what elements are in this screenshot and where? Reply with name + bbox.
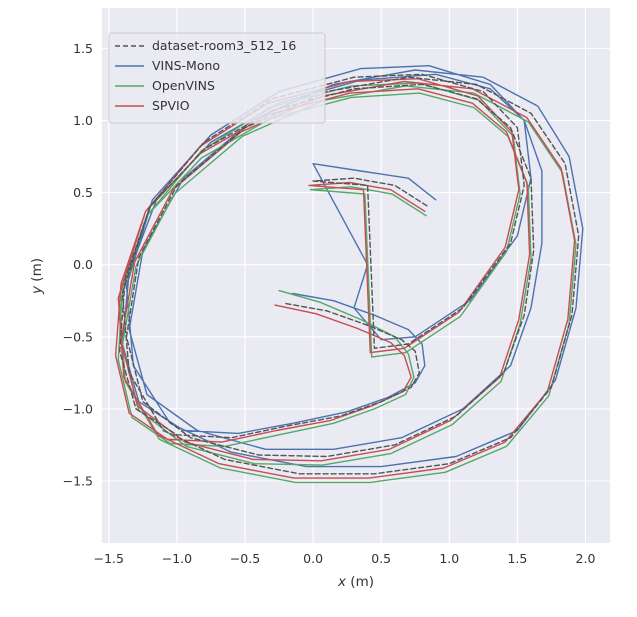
- y-tick-label: 0.5: [73, 185, 93, 200]
- y-tick-label: 1.5: [73, 41, 93, 56]
- x-tick-label: 1.5: [507, 551, 527, 566]
- x-tick-label: −1.0: [162, 551, 192, 566]
- x-tick-label: 2.0: [576, 551, 596, 566]
- x-axis-label: x (m): [337, 574, 374, 590]
- x-tick-label: −1.5: [94, 551, 124, 566]
- legend-label-spvio: SPVIO: [152, 98, 190, 113]
- y-tick-label: 0.0: [73, 257, 93, 272]
- y-tick-label: −1.5: [63, 473, 93, 488]
- legend: dataset-room3_512_16 VINS-Mono OpenVINS …: [108, 32, 326, 124]
- series-lines: [114, 64, 584, 484]
- series-line-spvio: [114, 77, 576, 479]
- legend-label-groundtruth: dataset-room3_512_16: [152, 38, 296, 53]
- x-tick-label: 0.5: [371, 551, 391, 566]
- legend-label-openvins: OpenVINS: [152, 78, 215, 93]
- x-tick-label: −0.5: [230, 551, 260, 566]
- x-tick-labels: −1.5 −1.0 −0.5 0.0 0.5 1.0 1.5 2.0: [94, 551, 596, 566]
- y-tick-label: −0.5: [63, 329, 93, 344]
- y-axis-label: y (m): [29, 258, 45, 295]
- y-tick-label: 1.0: [73, 113, 93, 128]
- legend-box: [108, 32, 326, 124]
- x-tick-label: 0.0: [303, 551, 323, 566]
- x-tick-label: 1.0: [439, 551, 459, 566]
- legend-label-vins-mono: VINS-Mono: [152, 58, 220, 73]
- y-tick-label: −1.0: [63, 401, 93, 416]
- series-line-dataset-room3-512-16: [118, 73, 580, 475]
- y-tick-labels: 1.5 1.0 0.5 0.0 −0.5 −1.0 −1.5: [63, 41, 93, 489]
